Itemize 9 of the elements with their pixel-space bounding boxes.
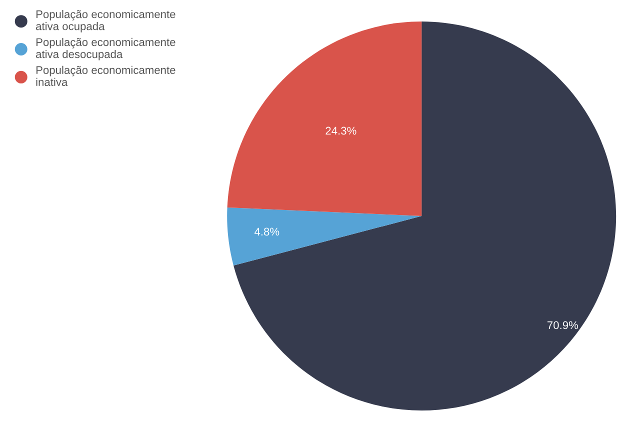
legend-label: População economicamente ativa desocupada	[36, 38, 176, 60]
pie-slice	[234, 21, 616, 410]
legend-label: População economicamente inativa	[36, 66, 176, 86]
pie-slice	[227, 21, 422, 216]
pie-slice	[227, 207, 422, 266]
data-label: 24.3%	[326, 126, 356, 135]
legend-label: População economicamente ativa ocupada	[36, 10, 176, 32]
data-label: 4.8%	[254, 228, 280, 236]
data-label: 70.9%	[547, 321, 578, 330]
